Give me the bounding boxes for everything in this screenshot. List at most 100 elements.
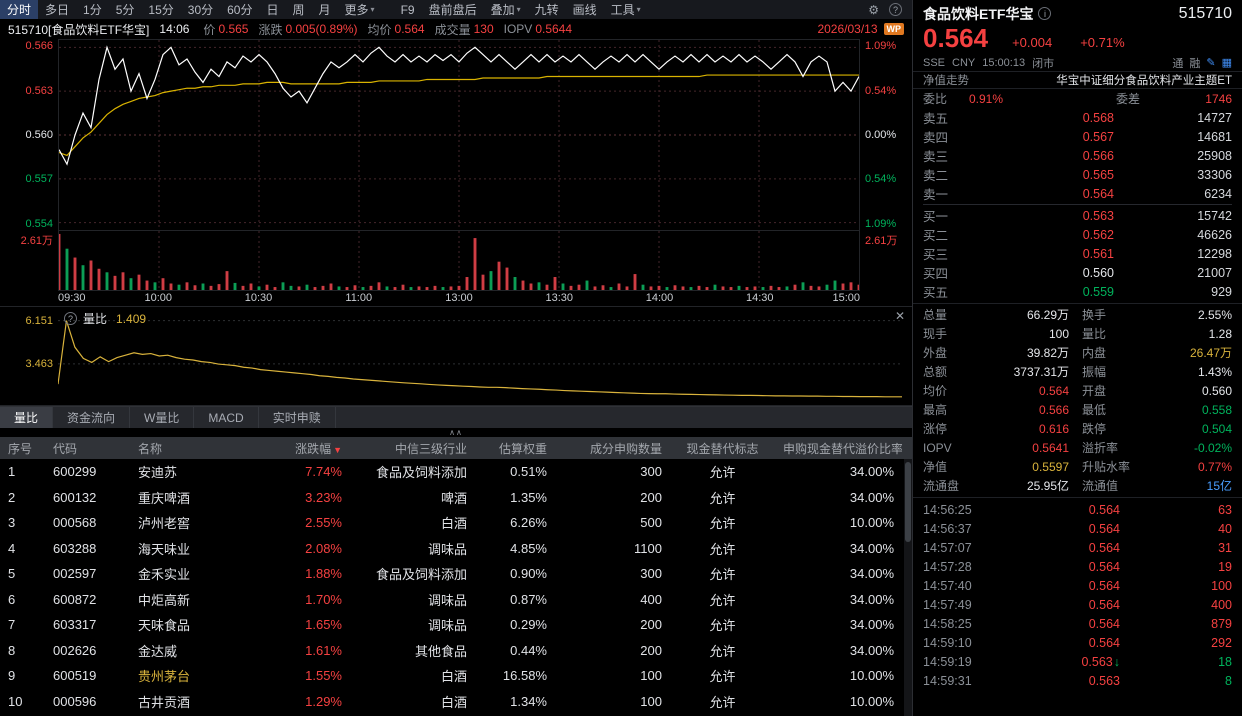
volume-plot[interactable] [58,231,860,291]
toolbar-period-4[interactable]: 15分 [148,3,174,17]
pane-splitter[interactable]: ∧∧ [0,428,912,437]
table-row[interactable]: 2 600132 重庆啤酒 3.23% 啤酒 1.35% 200 允许 34.00% [0,485,912,511]
table-row[interactable]: 1 600299 安迪苏 7.74% 食品及饲料添加 0.51% 300 允许 34.00% [0,459,912,485]
toolbar-period-0[interactable]: 分时 [0,0,39,19]
indicator-help-icon[interactable]: ? [64,312,77,325]
toolbar-tool-3[interactable]: 九转 [534,3,559,17]
indicator-tab-0[interactable]: 量比 [0,407,54,428]
table-cell: 16.58% [502,668,547,684]
chart-area: 分时 多日 1分 5分 15分 30分 60分日周月更多 ▾ F9 盘前盘后 叠加 ▾ 九转 画线 工具 ▾… [0,0,912,716]
stat-label: 净值 [923,460,948,474]
volume-label: 成交量 [434,22,471,37]
indicator-name[interactable]: 量比 [83,312,108,326]
table-row[interactable]: 6 600872 中炬高新 1.70% 调味品 0.87% 400 允许 34.00% [0,587,912,613]
price-axis-left: 0.566 0.563 0.560 0.557 0.554 [0,39,58,231]
ask-row[interactable]: 卖二 0.565 33306 [923,165,1232,184]
ask-row[interactable]: 卖三 0.566 25908 [923,146,1232,165]
column-header-1[interactable]: 代码 [53,441,78,456]
table-cell: 调味品 [427,592,467,608]
table-row[interactable]: 10 000596 古井贡酒 1.29% 白酒 1.34% 100 允许 10.00% [0,689,912,715]
toolbar-period-9[interactable]: 月 [318,3,331,17]
bid-row[interactable]: 买二 0.562 46626 [923,225,1232,244]
toolbar-period-3[interactable]: 5分 [115,3,135,17]
ask-row[interactable]: 卖五 0.568 14727 [923,108,1232,127]
price-change: +0.004 [1012,35,1053,50]
table-row[interactable]: 3 000568 泸州老窖 2.55% 白酒 6.26% 500 允许 10.00% [0,510,912,536]
column-header-3[interactable]: 涨跌幅 ▼ [295,441,342,456]
dropdown-arrow-icon: ▾ [636,5,641,14]
indicator-axis: 6.151 3.463 [0,307,58,405]
security-name: 食品饮料ETF华宝 [923,5,1034,22]
table-row[interactable]: 7 603317 天味食品 1.65% 调味品 0.29% 200 允许 34.00% [0,612,912,638]
indicator-tab-4[interactable]: 实时申赎 [259,407,336,428]
indicator-tab-2[interactable]: W量比 [130,407,195,428]
toolbar-period-10[interactable]: 更多 ▾ [344,3,375,17]
table-cell: 34.00% [849,464,894,480]
toolbar-tool-2[interactable]: 叠加 ▾ [490,3,521,17]
help-icon[interactable]: ? [889,3,902,16]
book-price: 0.567 [1082,129,1114,144]
stat-value: 3737.31万 [1013,365,1069,379]
column-header-6[interactable]: 成分申购数量 [589,441,662,456]
table-row[interactable]: 8 002626 金达威 1.61% 其他食品 0.44% 200 允许 34.00% [0,638,912,664]
table-cell: 允许 [709,490,736,506]
table-cell: 10.00% [849,515,894,531]
column-header-4[interactable]: 中信三级行业 [394,441,467,456]
toolbar-period-5[interactable]: 30分 [187,3,214,17]
column-header-8[interactable]: 申购现金替代溢价比率 [783,441,902,456]
indicator-tab-3[interactable]: MACD [194,407,259,428]
wp-logo-badge[interactable]: WP [883,23,904,35]
price-value: 0.565 [218,22,249,36]
toolbar-tool-1[interactable]: 盘前盘后 [428,3,477,17]
info-icon[interactable]: i [1038,7,1052,20]
table-cell: 4 [8,540,16,556]
price-axis-label: 0.554 [25,217,53,230]
toolbar-tool-4[interactable]: 画线 [572,3,597,17]
ask-levels: 卖五 0.568 14727 卖四 0.567 14681 卖三 0.566 25908 卖二 0.… [913,108,1242,203]
column-header-7[interactable]: 现金替代标志 [686,441,759,456]
pct-axis-label: 1.09% [865,217,897,230]
column-header-0[interactable]: 序号 [8,441,33,456]
table-cell: 0.29% [510,617,547,633]
column-header-2[interactable]: 名称 [138,441,163,456]
toolbar-period-7[interactable]: 日 [266,3,279,17]
toolbar-period-8[interactable]: 周 [292,3,305,17]
toolbar-period-6[interactable]: 60分 [227,3,253,17]
table-cell: 泸州老窖 [138,516,191,532]
indicator-tab-1[interactable]: 资金流向 [53,407,131,428]
indicator-plot[interactable] [58,307,902,405]
settings-gear-icon[interactable]: ⚙ [868,2,879,17]
edit-icon[interactable]: ✎ [1206,57,1216,69]
fund-full-name[interactable]: 华宝中证细分食品饮料产业主题ET [1056,75,1232,87]
bid-row[interactable]: 买四 0.560 21007 [923,263,1232,282]
table-cell: 1.29% [305,693,342,709]
stat-value: 15亿 [1206,479,1232,493]
tick-price: 0.563↓ [1081,654,1120,669]
table-row[interactable]: 4 603288 海天味业 2.08% 调味品 4.85% 1100 允许 34.00% [0,536,912,562]
table-scrollbar[interactable] [904,459,912,716]
toolbar-period-2[interactable]: 1分 [83,3,102,17]
table-cell: 3 [8,515,16,531]
ask-row[interactable]: 卖一 0.564 6234 [923,184,1232,203]
price-axis-label: 0.563 [25,84,53,97]
toolbar-tool-5[interactable]: 工具 ▾ [610,3,641,17]
toolbar-period-1[interactable]: 多日 [45,3,70,17]
ask-row[interactable]: 卖四 0.567 14681 [923,127,1232,146]
toolbar-tool-0[interactable]: F9 [400,2,415,17]
scrollbar-thumb[interactable] [905,462,911,542]
grid-icon[interactable]: ▦ [1221,57,1232,69]
column-header-5[interactable]: 估算权重 [498,441,547,456]
stat-value: 0.564 [1038,383,1069,398]
book-level-label: 卖一 [923,188,949,202]
bid-row[interactable]: 买三 0.561 12298 [923,244,1232,263]
stat-value: 100 [1048,326,1069,341]
stat-label: IOPV [923,440,952,455]
table-row[interactable]: 5 002597 金禾实业 1.88% 食品及饲料添加 0.90% 300 允许 34.00% [0,561,912,587]
table-row[interactable]: 9 600519 贵州茅台 1.55% 白酒 16.58% 100 允许 10.00% [0,663,912,689]
collapse-handle-icon[interactable]: ∧∧ [449,428,463,437]
table-cell: 1.70% [305,591,342,607]
bid-row[interactable]: 买一 0.563 15742 [923,206,1232,225]
intraday-plot[interactable] [58,39,860,231]
indicator-close-icon[interactable]: ✕ [894,309,905,323]
bid-row[interactable]: 买五 0.559 929 [923,282,1232,301]
